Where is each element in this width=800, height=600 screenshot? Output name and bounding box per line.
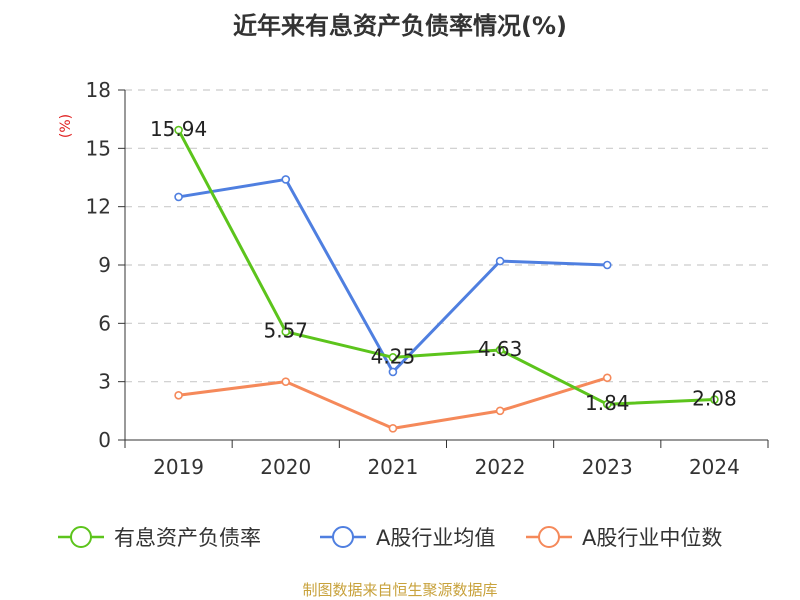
y-tick-label: 18	[86, 78, 111, 102]
x-tick-label: 2021	[367, 455, 418, 479]
data-label: 4.63	[478, 337, 523, 361]
data-point	[602, 399, 612, 409]
data-label: 2.08	[692, 387, 737, 411]
data-label: 5.57	[263, 319, 308, 343]
gridlines	[125, 89, 768, 383]
axes: 0 3 6 9 12 15 18 (%) 2019 2020 2021 2022 2023 2024	[58, 78, 769, 479]
data-point	[388, 367, 398, 377]
legend: 有息资产负债率 A股行业均值 A股行业中位数	[58, 526, 722, 550]
x-tick-label: 2024	[689, 455, 740, 479]
data-point	[602, 260, 612, 270]
data-point	[174, 125, 183, 135]
data-point	[710, 395, 719, 404]
data-label: 15.94	[150, 117, 207, 141]
x-tick-label: 2023	[582, 455, 633, 479]
data-labels: 15.94 5.57 4.25 4.63 1.84 2.08	[150, 117, 737, 415]
legend-label: A股行业均值	[376, 526, 495, 550]
y-axis-unit: (%)	[58, 114, 74, 138]
data-point	[388, 424, 398, 433]
y-tick-label: 12	[86, 195, 111, 219]
data-point	[281, 377, 291, 386]
series-line	[177, 129, 715, 406]
legend-marker	[70, 526, 92, 548]
y-tick-label: 3	[98, 370, 111, 394]
data-point	[281, 327, 291, 336]
series-line	[178, 177, 608, 374]
x-tick-label: 2020	[260, 455, 311, 479]
source-note: 制图数据来自恒生聚源数据库	[302, 581, 498, 599]
series	[174, 125, 719, 433]
chart-title: 近年来有息资产负债率情况(%)	[233, 12, 567, 40]
data-point	[174, 390, 183, 400]
y-tick-label: 6	[98, 311, 111, 335]
data-point	[281, 175, 291, 184]
data-point	[495, 345, 505, 355]
data-label: 4.25	[371, 344, 416, 368]
y-tick-label: 15	[86, 136, 111, 160]
x-tick-label: 2019	[153, 455, 204, 479]
data-point	[388, 353, 398, 362]
legend-label: 有息资产负债率	[114, 526, 261, 550]
data-point	[495, 406, 505, 416]
legend-marker	[538, 526, 560, 548]
data-point	[174, 192, 183, 202]
data-point	[495, 256, 505, 266]
data-point	[602, 373, 612, 383]
legend-marker	[332, 526, 354, 548]
data-label: 1.84	[585, 391, 630, 415]
y-tick-label: 9	[98, 253, 111, 277]
legend-label: A股行业中位数	[582, 526, 722, 550]
y-tick-label: 0	[98, 428, 111, 452]
x-tick-label: 2022	[475, 455, 526, 479]
series-line	[178, 376, 608, 430]
